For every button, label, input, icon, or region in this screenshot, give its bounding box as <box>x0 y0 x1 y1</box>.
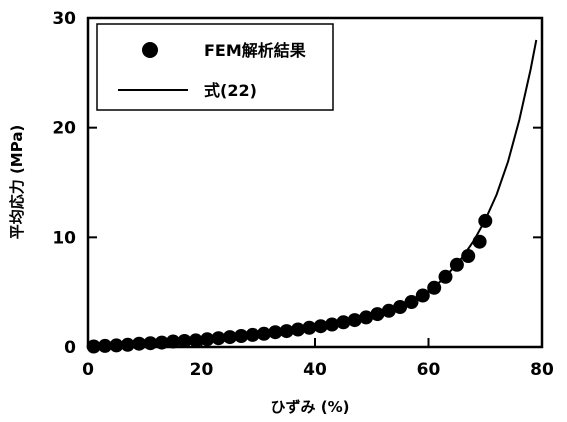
data-point-fem <box>359 310 374 325</box>
data-point-fem <box>120 337 135 352</box>
data-point-fem <box>245 327 260 342</box>
data-point-fem <box>415 288 430 303</box>
x-tick-label: 0 <box>82 360 94 380</box>
legend-box <box>96 23 334 111</box>
data-point-fem <box>313 319 328 334</box>
legend-label-formula: 式(22) <box>204 81 257 100</box>
series-points-fem <box>86 213 493 354</box>
data-point-fem <box>256 326 271 341</box>
data-point-fem <box>336 315 351 330</box>
data-point-fem <box>98 338 112 353</box>
y-tick-label: 30 <box>52 9 76 29</box>
data-point-fem <box>154 335 169 350</box>
data-point-fem <box>478 213 493 228</box>
data-point-fem <box>291 322 305 337</box>
legend-marker-fem <box>142 42 158 58</box>
data-point-fem <box>302 320 317 335</box>
data-point-fem <box>279 324 294 339</box>
data-point-fem <box>211 331 226 346</box>
data-point-fem <box>234 329 249 343</box>
data-point-fem <box>200 332 215 347</box>
data-point-fem <box>132 336 147 351</box>
data-point-fem <box>427 280 442 295</box>
x-tick-label: 80 <box>530 360 554 380</box>
data-point-fem <box>393 300 408 314</box>
data-point-fem <box>381 303 396 318</box>
data-point-fem <box>472 234 487 249</box>
x-tick-label: 60 <box>417 360 441 380</box>
data-point-fem <box>109 338 124 353</box>
data-point-fem <box>404 295 419 309</box>
data-point-fem <box>222 330 237 345</box>
x-tick-label: 40 <box>303 360 327 380</box>
data-point-fem <box>86 339 101 354</box>
y-tick-label: 10 <box>52 228 76 248</box>
data-point-fem <box>438 269 453 284</box>
x-tick-label: 20 <box>190 360 214 380</box>
y-axis-ticks: 0 10 20 30 <box>52 9 542 358</box>
x-axis-label: ひずみ (%) <box>271 398 350 416</box>
data-point-fem <box>325 317 339 332</box>
x-axis-ticks: 0 20 40 60 80 <box>82 338 554 380</box>
data-point-fem <box>347 313 362 328</box>
legend-label-fem: FEM解析結果 <box>204 41 306 60</box>
legend: FEM解析結果 式(22) <box>96 23 334 111</box>
data-point-fem <box>268 325 283 340</box>
data-point-fem <box>461 249 476 263</box>
y-axis-label: 平均応力 (MPa) <box>8 125 26 240</box>
data-point-fem <box>143 336 158 351</box>
data-point-fem <box>188 333 203 348</box>
data-point-fem <box>166 334 181 349</box>
y-tick-label: 20 <box>52 119 76 139</box>
data-point-fem <box>449 257 464 272</box>
data-point-fem <box>370 307 385 322</box>
y-tick-label: 0 <box>64 338 76 358</box>
data-point-fem <box>177 334 192 348</box>
